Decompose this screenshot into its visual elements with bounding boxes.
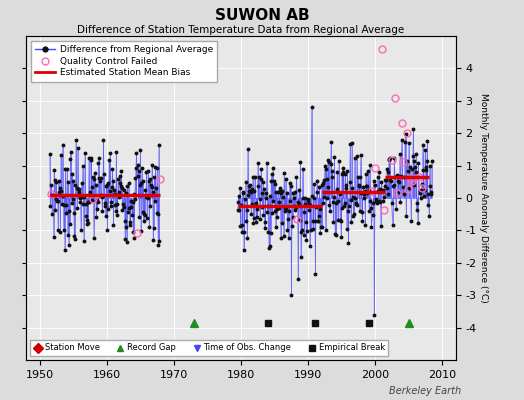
Title: Difference of Station Temperature Data from Regional Average: Difference of Station Temperature Data f… — [78, 25, 405, 35]
Y-axis label: Monthly Temperature Anomaly Difference (°C): Monthly Temperature Anomaly Difference (… — [479, 93, 488, 303]
Legend: Station Move, Record Gap, Time of Obs. Change, Empirical Break: Station Move, Record Gap, Time of Obs. C… — [30, 340, 388, 356]
Text: SUWON AB: SUWON AB — [215, 8, 309, 23]
Text: Berkeley Earth: Berkeley Earth — [389, 386, 461, 396]
